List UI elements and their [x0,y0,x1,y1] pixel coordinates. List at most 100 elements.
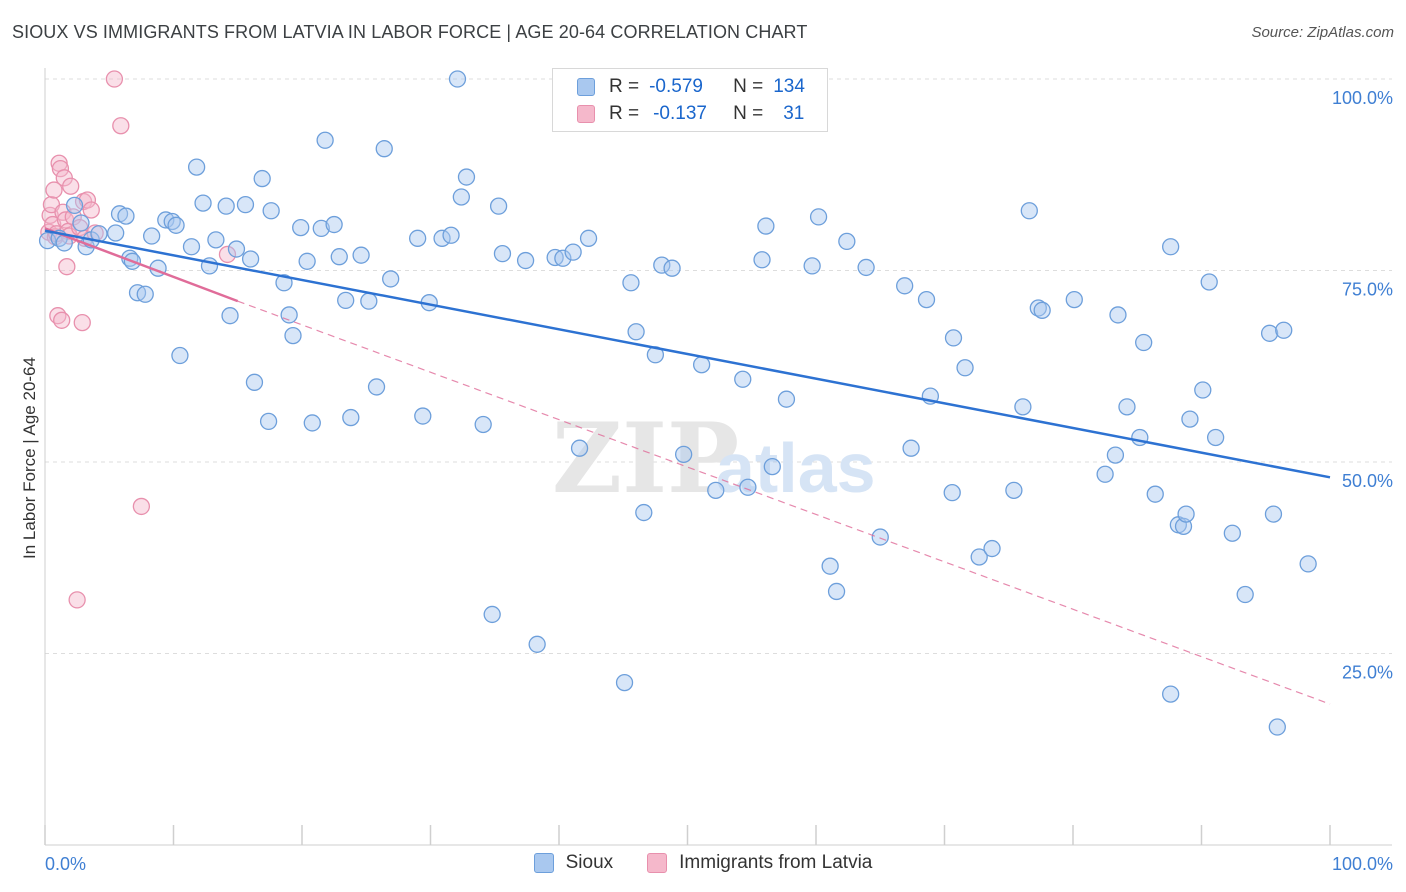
sioux-point [739,478,757,496]
sioux-point [316,131,334,149]
sioux-point [1118,398,1136,416]
sioux-swatch [533,853,554,873]
sioux-point [1299,555,1317,573]
sioux-point [157,211,175,229]
sioux-point [298,252,316,270]
sioux-point [917,290,936,309]
sioux-point [827,582,846,601]
latvia-swatch [647,853,668,873]
sioux-point [570,439,589,457]
latvia-trend-line [44,227,239,303]
sioux-point [493,244,512,263]
watermark-atlas: atlas [716,429,876,507]
sioux-point [182,238,201,256]
sioux-point [753,251,771,269]
legend-row-latvia: R = -0.137 N = 31 [577,102,804,126]
legend-n-value: 134 [773,76,805,97]
sioux-point [457,168,476,186]
sioux-point [303,414,321,432]
sioux-point [312,219,330,238]
sioux-point [554,249,572,267]
sioux-point [1162,685,1180,703]
sioux-point [375,140,393,158]
sioux-point [757,217,775,235]
latvia-point [82,201,100,219]
sioux-point [262,202,280,220]
sioux-point [1162,238,1180,256]
legend-n-label: N = [733,103,764,124]
y-tick-label: 25.0% [1342,663,1393,683]
sioux-point [579,229,598,247]
sioux-points [38,70,1317,736]
sioux-point [382,270,400,288]
latvia-point [58,258,76,276]
y-tick-label: 75.0% [1342,280,1393,300]
sioux-point [259,412,278,431]
sioux-point [352,246,370,264]
sioux-point [107,224,125,242]
sioux-point [448,70,467,88]
chart-title: SIOUX VS IMMIGRANTS FROM LATVIA IN LABOR… [12,22,808,42]
sioux-point [663,259,681,277]
sioux-point [821,557,839,575]
sioux-point [944,329,963,347]
sioux-point [1264,505,1283,523]
sioux-point [330,248,348,266]
legend-item-latvia: Immigrants from Latvia [647,852,872,874]
sioux-point [1005,481,1023,499]
sioux-point [342,408,360,427]
sioux-point [956,359,974,377]
sioux-point [452,188,470,206]
sioux-point [1146,485,1164,503]
x-tick-label: 0.0% [45,854,86,874]
sioux-point [983,539,1001,558]
sioux-point [65,196,84,215]
sioux-point [1236,585,1254,604]
sioux-point [408,229,427,247]
sioux-point [167,216,185,234]
latvia-point [78,191,97,209]
stats-legend: R = -0.579 N = 134 R = -0.137 N = 31 [552,68,828,132]
sioux-point [528,635,546,653]
sioux-point [1206,428,1225,447]
sioux-point [1260,324,1279,342]
sioux-swatch [577,78,595,96]
sioux-point [763,457,781,476]
sioux-point [902,439,920,457]
legend-label-latvia: Immigrants from Latvia [679,852,873,873]
latvia-point [51,159,70,178]
sioux-point [442,226,460,244]
sioux-point [1177,505,1195,523]
sioux-point [187,158,206,176]
sioux-point [1014,398,1032,416]
watermark-zip: ZIP [552,402,739,515]
sioux-point [777,390,796,408]
legend-n-label: N = [733,76,764,97]
sioux-point [337,291,355,310]
sioux-point [1065,290,1083,309]
latvia-point [73,313,91,332]
sioux-point [1200,273,1218,291]
sioux-point [221,307,239,325]
latvia-point [105,70,124,88]
sioux-point [1096,465,1114,483]
y-axis-label: In Labor Force | Age 20-64 [20,357,39,559]
sioux-point [433,229,451,247]
sioux-point [474,415,492,434]
sioux-point [171,346,189,365]
sioux-point [414,407,432,425]
legend-row-sioux: R = -0.579 N = 134 [577,75,805,99]
sioux-point [292,218,310,237]
sioux-point [227,240,246,258]
sioux-point [489,197,508,215]
legend-r-value: -0.579 [649,76,703,97]
sioux-point [838,232,856,251]
sioux-point [635,503,653,522]
latvia-point [112,117,130,135]
sioux-point [136,285,154,303]
trend-lines [44,227,1331,705]
sioux-point [325,215,343,234]
sioux-point [1181,410,1199,428]
sioux-point [1109,306,1127,324]
